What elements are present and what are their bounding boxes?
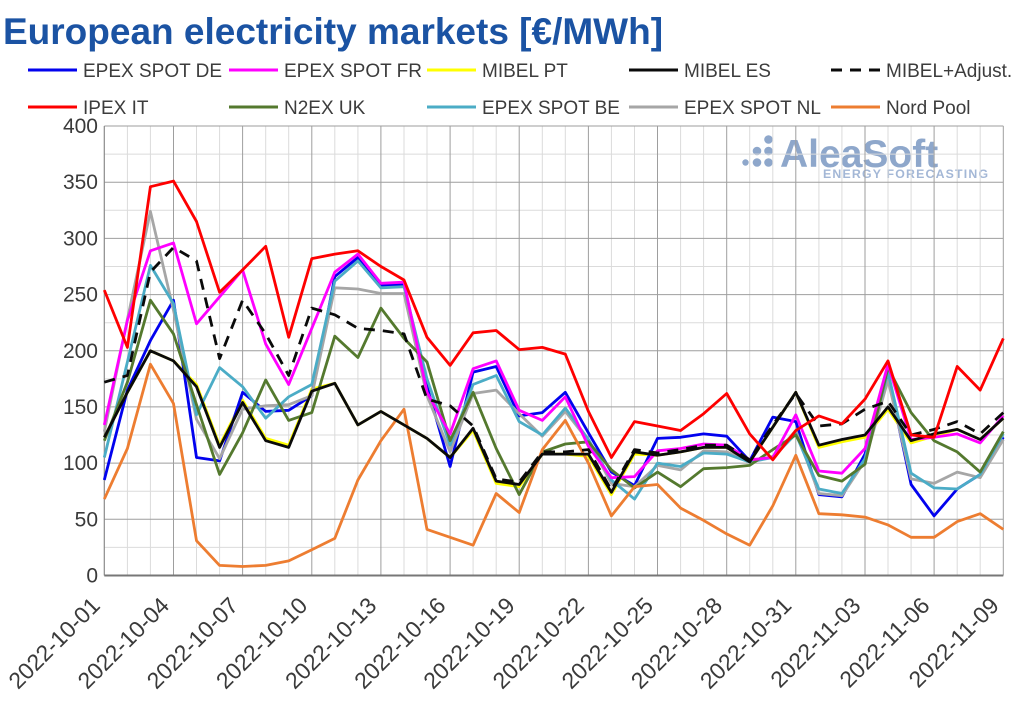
svg-text:250: 250: [63, 284, 98, 307]
svg-text:200: 200: [63, 340, 98, 363]
svg-text:IPEX IT: IPEX IT: [83, 98, 149, 119]
svg-text:150: 150: [63, 396, 98, 419]
svg-text:EPEX SPOT DE: EPEX SPOT DE: [83, 61, 222, 82]
svg-text:EPEX SPOT BE: EPEX SPOT BE: [482, 98, 620, 119]
svg-text:ENERGY FORECASTING: ENERGY FORECASTING: [823, 167, 989, 181]
svg-text:400: 400: [63, 115, 98, 138]
svg-text:EPEX SPOT FR: EPEX SPOT FR: [284, 61, 422, 82]
svg-text:50: 50: [75, 508, 98, 531]
svg-text:0: 0: [86, 565, 98, 588]
svg-text:MIBEL ES: MIBEL ES: [684, 61, 771, 82]
svg-text:350: 350: [63, 171, 98, 194]
svg-text:MIBEL PT: MIBEL PT: [482, 61, 568, 82]
svg-text:300: 300: [63, 227, 98, 250]
svg-text:MIBEL+Adjust.: MIBEL+Adjust.: [886, 61, 1012, 82]
svg-text:European electricity markets [: European electricity markets [€/MWh]: [3, 11, 663, 52]
svg-text:100: 100: [63, 452, 98, 475]
svg-text:EPEX SPOT NL: EPEX SPOT NL: [684, 98, 821, 119]
svg-text:N2EX UK: N2EX UK: [284, 98, 366, 119]
svg-text:Nord Pool: Nord Pool: [886, 98, 971, 119]
